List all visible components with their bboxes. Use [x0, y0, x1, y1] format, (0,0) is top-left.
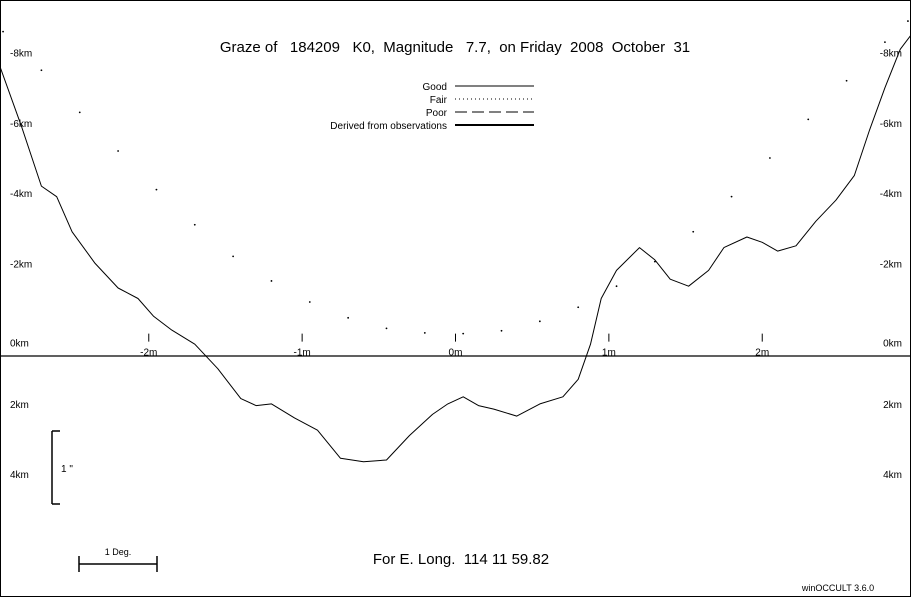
- fair-profile-point: [653, 260, 656, 263]
- y-tick-label-left: 2km: [10, 400, 29, 411]
- y-tick-label-right: 0km: [883, 339, 902, 350]
- x-tick-label: 1m: [602, 348, 616, 359]
- y-tick-label-right: -6km: [880, 119, 902, 130]
- y-tick-label-left: 0km: [10, 339, 29, 350]
- legend-label-derived: Derived from observations: [330, 121, 447, 132]
- y-tick-label-right: -2km: [880, 259, 902, 270]
- fair-profile-point: [155, 188, 158, 191]
- fair-profile-point: [462, 332, 465, 335]
- y-tick-label-right: 2km: [883, 400, 902, 411]
- legend-label-poor: Poor: [426, 108, 448, 119]
- y-tick-label-left: -8km: [10, 49, 32, 60]
- fair-profile-point: [423, 332, 426, 334]
- fair-profile-point: [884, 41, 886, 44]
- x-tick-label: -1m: [294, 348, 311, 359]
- legend-label-good: Good: [423, 82, 447, 93]
- y-tick-label-right: -4km: [880, 189, 902, 200]
- longitude-footer: For E. Long. 114 11 59.82: [373, 551, 549, 568]
- fair-profile-point: [730, 195, 733, 198]
- software-credit: winOCCULT 3.6.0: [801, 583, 874, 593]
- fair-profile-point: [807, 118, 810, 121]
- series-group: [0, 20, 911, 463]
- good-profile-line: [0, 34, 911, 463]
- fair-profile-point: [308, 301, 311, 303]
- horizontal-scale-label: 1 Deg.: [105, 547, 132, 557]
- y-tick-label-right: 4km: [883, 470, 902, 481]
- fair-profile-point: [78, 111, 81, 114]
- y-tick-label-left: -4km: [10, 189, 32, 200]
- vertical-scale-bar: 1 ": [51, 430, 73, 505]
- fair-profile-point: [845, 79, 848, 82]
- chart-title: Graze of 184209 K0, Magnitude 7.7, on Fr…: [220, 39, 690, 56]
- fair-profile-point: [385, 327, 388, 330]
- legend: Good Fair Poor Derived from observations: [330, 82, 534, 132]
- fair-profile-point: [193, 223, 196, 226]
- legend-label-fair: Fair: [430, 95, 448, 106]
- fair-profile-point: [117, 150, 119, 152]
- fair-profile-point: [907, 20, 909, 22]
- fair-profile-point: [692, 230, 695, 233]
- x-tick-label: -2m: [140, 348, 157, 359]
- horizontal-scale-bar: 1 Deg.: [78, 547, 158, 572]
- fair-profile-point: [270, 280, 273, 282]
- fair-profile-point: [615, 285, 618, 288]
- y-axis-ticks-right: -8km -6km -4km -2km 0km 2km 4km: [880, 49, 902, 481]
- fair-profile-point: [769, 157, 771, 159]
- fair-profile-point: [538, 320, 541, 323]
- fair-profile-point: [232, 255, 235, 258]
- x-tick-label: 2m: [755, 348, 769, 359]
- fair-profile-point: [40, 69, 43, 72]
- fair-profile-point: [577, 306, 580, 309]
- fair-profile-point: [2, 30, 4, 33]
- vertical-scale-label: 1 ": [61, 464, 73, 475]
- x-axis-ticks: -2m -1m 0m 1m 2m: [140, 333, 769, 359]
- y-tick-label-left: -2km: [10, 259, 32, 270]
- y-tick-label-right: -8km: [880, 49, 902, 60]
- fair-profile-point: [500, 329, 503, 332]
- x-tick-label: 0m: [449, 348, 463, 359]
- y-tick-label-left: 4km: [10, 470, 29, 481]
- fair-profile-point: [347, 316, 350, 319]
